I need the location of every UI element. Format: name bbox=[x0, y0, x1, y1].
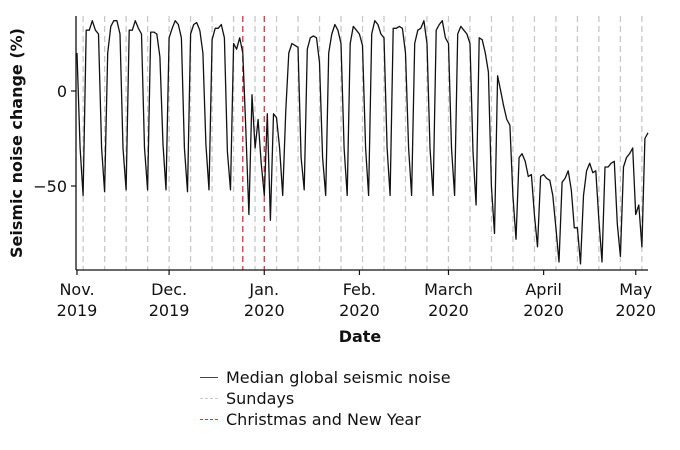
solid-line-icon bbox=[200, 377, 218, 378]
x-tick-label: March bbox=[424, 280, 473, 299]
y-tick-label: −50 bbox=[33, 177, 67, 196]
x-tick-label: 2019 bbox=[149, 301, 190, 320]
x-axis-title: Date bbox=[339, 327, 382, 346]
x-tick-label: April bbox=[525, 280, 562, 299]
x-tick-label: Dec. bbox=[151, 280, 187, 299]
seismic-noise-chart: 0 −50 Nov. 2019 Dec. 2019 Jan. 2020 Feb. 2020 Mar… bbox=[7, 16, 656, 346]
x-tick-label: 2020 bbox=[615, 301, 656, 320]
x-tick-label: Nov. bbox=[59, 280, 94, 299]
x-tick-label: Jan. bbox=[248, 280, 279, 299]
x-tick-label: 2020 bbox=[339, 301, 380, 320]
legend-item-sundays: Sundays bbox=[200, 388, 451, 409]
legend-item-median: Median global seismic noise bbox=[200, 367, 451, 388]
legend-item-holidays: Christmas and New Year bbox=[200, 409, 451, 430]
x-ticks: Nov. 2019 Dec. 2019 Jan. 2020 Feb. 2020 March 202… bbox=[57, 270, 656, 320]
x-tick-label: May bbox=[619, 280, 652, 299]
median-noise-line bbox=[76, 20, 649, 265]
y-tick-label: 0 bbox=[57, 82, 67, 101]
y-axis-title: Seismic noise change (%) bbox=[7, 28, 26, 258]
legend-label: Sundays bbox=[226, 389, 295, 408]
x-tick-label: 2020 bbox=[244, 301, 285, 320]
x-tick-label: 2019 bbox=[57, 301, 98, 320]
legend-label: Median global seismic noise bbox=[226, 368, 451, 387]
red-dashed-line-icon bbox=[200, 419, 218, 420]
y-ticks: 0 −50 bbox=[33, 82, 76, 196]
legend: Median global seismic noise Sundays Chri… bbox=[200, 367, 451, 430]
x-tick-label: 2020 bbox=[428, 301, 469, 320]
x-tick-label: Feb. bbox=[343, 280, 376, 299]
legend-label: Christmas and New Year bbox=[226, 410, 421, 429]
x-tick-label: 2020 bbox=[523, 301, 564, 320]
gray-dashed-line-icon bbox=[200, 398, 218, 399]
